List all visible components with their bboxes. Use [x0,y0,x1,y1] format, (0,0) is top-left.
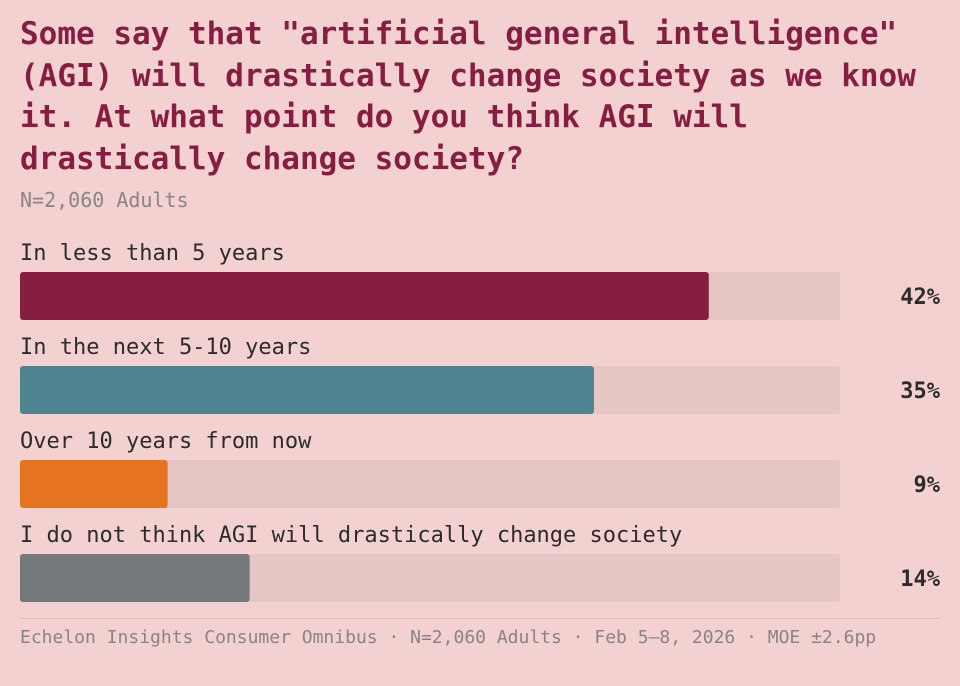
bar-i-do-not-think-agi-will-drastically-change-society [20,554,250,602]
category-label-in-the-next-5-10-years: In the next 5-10 years [20,335,311,360]
category-label-over-10-years-from-now: Over 10 years from now [20,429,312,454]
bar-chart: In less than 5 years 42% In the next 5-10 … [20,241,941,602]
bar-track-over-10-years-from-now [20,460,840,508]
bar-over-10-years-from-now [20,460,168,508]
category-label-i-do-not-think-agi-will-drastically-change-society: I do not think AGI will drastically chan… [20,523,682,548]
bar-in-less-than-5-years [20,272,709,320]
value-label-i-do-not-think-agi-will-drastically-change-society: 14% [900,567,940,592]
source-footnote: Echelon Insights Consumer Omnibus · N=2,… [20,627,877,648]
value-label-in-less-than-5-years: 42% [900,285,940,310]
chart-title: Some say that "artificial general intell… [20,16,916,177]
value-label-in-the-next-5-10-years: 35% [900,379,940,404]
category-label-in-less-than-5-years: In less than 5 years [20,241,285,266]
sample-size-subtitle: N=2,060 Adults [20,188,189,212]
bar-in-the-next-5-10-years [20,366,594,414]
footer-divider [20,618,940,619]
value-label-over-10-years-from-now: 9% [914,473,941,498]
